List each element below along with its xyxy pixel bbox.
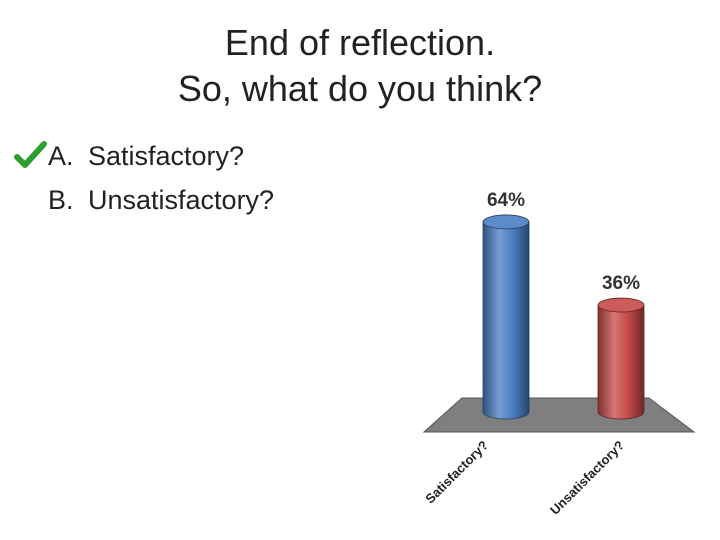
chart-floor <box>422 397 696 433</box>
option-b-text: Unsatisfactory? <box>88 185 275 215</box>
checkmark-icon <box>14 140 48 172</box>
option-a: A. Satisfactory? <box>14 134 274 178</box>
option-a-letter: A. <box>48 141 74 171</box>
option-b: B. Unsatisfactory? <box>14 178 274 222</box>
bar-satisfactory <box>482 214 530 420</box>
data-label: 36% <box>602 273 640 294</box>
tick-label: Satisfactory? <box>422 437 491 506</box>
title-line-2: So, what do you think? <box>177 68 543 109</box>
tick-label: Unsatisfactory? <box>547 437 627 517</box>
answer-options: A. Satisfactory? B. Unsatisfactory? <box>14 134 274 222</box>
option-b-letter: B. <box>48 185 74 215</box>
slide-title: End of reflection. So, what do you think… <box>0 20 720 112</box>
data-label: 64% <box>487 190 525 211</box>
title-line-1: End of reflection. <box>224 22 496 63</box>
option-a-text: Satisfactory? <box>88 141 245 171</box>
bar-unsatisfactory <box>597 297 645 420</box>
